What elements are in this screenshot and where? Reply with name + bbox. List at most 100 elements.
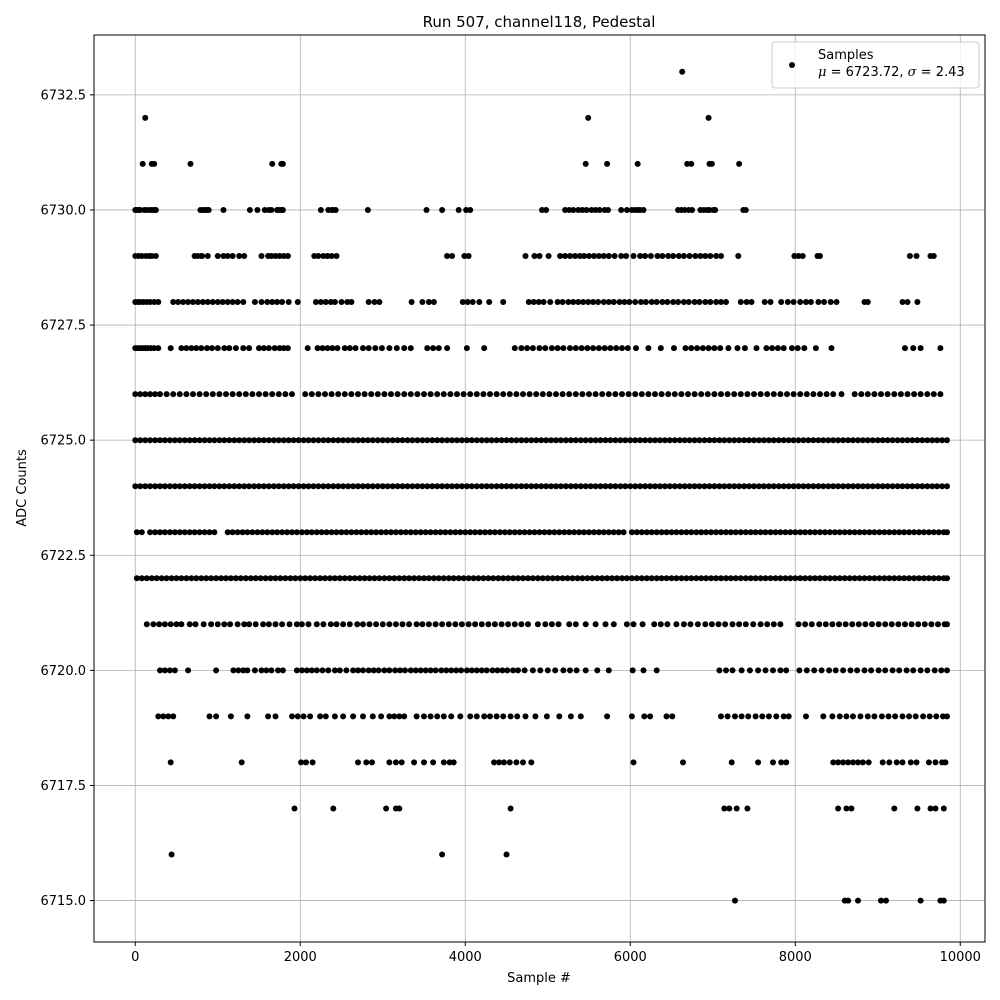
data-point xyxy=(265,621,272,628)
data-point xyxy=(780,345,787,352)
data-point xyxy=(302,575,309,582)
data-point xyxy=(573,667,580,674)
data-point xyxy=(205,207,212,213)
legend-stats: μ = 6723.72, σ = 2.43 xyxy=(818,65,965,80)
data-point xyxy=(386,345,393,352)
data-point xyxy=(817,575,823,582)
data-point xyxy=(668,529,675,536)
data-point xyxy=(147,437,154,444)
data-point xyxy=(627,437,634,444)
data-point xyxy=(280,437,287,444)
data-point xyxy=(274,299,281,305)
plot-frame xyxy=(93,34,986,943)
data-point xyxy=(925,575,932,582)
data-point xyxy=(308,667,315,674)
data-point xyxy=(178,345,185,352)
data-point xyxy=(220,207,227,213)
data-point xyxy=(188,345,195,352)
data-point xyxy=(770,391,777,398)
data-point xyxy=(795,253,802,259)
data-point xyxy=(836,621,842,628)
data-point xyxy=(481,345,488,352)
data-point xyxy=(286,621,293,628)
data-point xyxy=(605,207,611,213)
data-point xyxy=(460,391,467,398)
data-point xyxy=(163,391,170,398)
data-point xyxy=(425,621,432,628)
data-point xyxy=(823,391,830,398)
data-point xyxy=(284,253,291,259)
data-point xyxy=(764,391,771,398)
data-point xyxy=(396,805,403,812)
y-tick-label: 6715.0 xyxy=(41,894,87,909)
data-point xyxy=(657,621,664,628)
data-point xyxy=(924,391,931,398)
data-point xyxy=(444,483,451,490)
data-point xyxy=(538,483,545,490)
data-point xyxy=(528,759,535,766)
data-point xyxy=(743,299,750,305)
data-point xyxy=(530,299,537,305)
data-point xyxy=(718,713,724,720)
data-point xyxy=(424,483,431,490)
data-point xyxy=(594,667,601,674)
data-point xyxy=(630,621,637,628)
data-point xyxy=(317,713,324,720)
data-point xyxy=(166,437,173,444)
data-point xyxy=(883,897,889,904)
data-point xyxy=(399,437,406,444)
data-point xyxy=(465,253,472,259)
data-point xyxy=(260,621,267,628)
data-point xyxy=(399,483,406,490)
data-point xyxy=(706,207,713,213)
data-point xyxy=(687,621,694,628)
data-point xyxy=(293,529,300,536)
data-point xyxy=(566,529,573,536)
data-point xyxy=(137,207,144,213)
data-point xyxy=(300,483,307,490)
data-point xyxy=(350,713,357,720)
data-point xyxy=(859,437,866,444)
data-point xyxy=(723,299,729,305)
data-point xyxy=(137,391,144,398)
data-point xyxy=(353,529,360,536)
data-point xyxy=(851,529,858,536)
data-point xyxy=(199,299,206,305)
data-point xyxy=(932,759,939,766)
data-point xyxy=(600,529,607,536)
data-point xyxy=(738,713,745,720)
data-point xyxy=(449,437,456,444)
data-point xyxy=(711,483,718,490)
data-point xyxy=(434,483,441,490)
data-point xyxy=(732,529,739,536)
data-point xyxy=(327,299,334,305)
data-point xyxy=(647,437,654,444)
data-point xyxy=(528,483,535,490)
data-point xyxy=(142,437,149,444)
data-point xyxy=(236,253,243,259)
data-point xyxy=(491,529,498,536)
data-point xyxy=(803,299,809,305)
data-point xyxy=(661,437,668,444)
data-point xyxy=(586,529,592,536)
data-point xyxy=(802,621,809,628)
x-tick-label: 10000 xyxy=(940,950,981,965)
data-point xyxy=(908,621,915,628)
data-point xyxy=(186,529,193,536)
data-point xyxy=(520,391,526,398)
data-point xyxy=(142,114,149,121)
legend-mu-symbol: μ xyxy=(818,65,826,80)
data-point xyxy=(694,621,701,628)
data-point xyxy=(505,575,512,582)
data-point xyxy=(166,667,173,674)
data-point xyxy=(275,391,282,398)
data-point xyxy=(392,667,399,674)
data-point xyxy=(224,299,231,305)
data-point xyxy=(413,621,420,628)
data-point xyxy=(298,529,305,536)
data-point xyxy=(313,529,320,536)
data-point xyxy=(467,529,474,536)
data-point xyxy=(670,299,677,305)
data-point xyxy=(294,299,301,305)
data-point xyxy=(361,391,368,398)
